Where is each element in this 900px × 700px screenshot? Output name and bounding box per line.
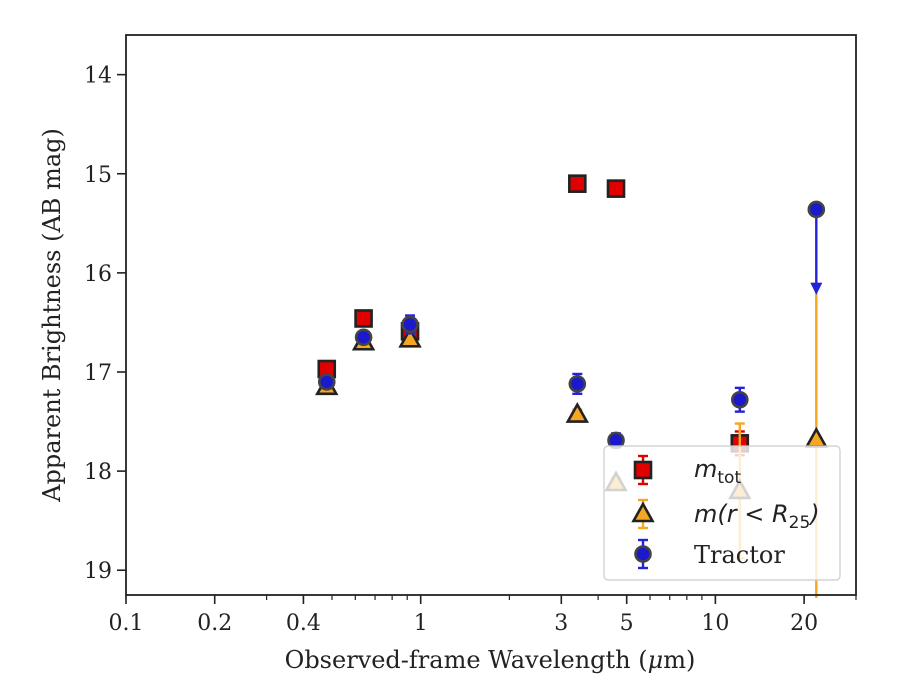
y-axis-label: Apparent Brightness (AB mag) (38, 128, 66, 503)
data-point-circle (354, 328, 373, 347)
axis-ticks: 0.1 0.2 0.4 1 3 5 10 20 14 15 16 17 18 19 (84, 64, 857, 636)
legend-entry-m-tot: mtot (633, 454, 741, 488)
data-point-square (354, 309, 373, 328)
series-square (317, 174, 750, 457)
legend-entry-tractor: Tractor (634, 538, 785, 570)
data-point-circle (807, 200, 826, 219)
legend: mtot m(r < R25) Tractor (603, 445, 841, 581)
x-tick-label: 0.2 (197, 611, 232, 636)
legend-marker-triangle (631, 498, 655, 530)
data-point-circle (317, 373, 336, 391)
legend-symbol (634, 545, 652, 563)
x-tick-label: 10 (701, 611, 729, 636)
y-tick-label: 16 (84, 262, 112, 287)
legend-entry-m-r25: m(r < R25) (631, 498, 820, 533)
data-point-circle (401, 315, 419, 334)
x-tick-label: 1 (414, 611, 428, 636)
data-point-circle (568, 375, 587, 393)
x-tick-label: 5 (620, 611, 634, 636)
legend-symbol (633, 460, 653, 480)
legend-marker-circle (634, 538, 652, 570)
y-tick-label: 18 (84, 460, 112, 485)
legend-label-tractor: Tractor (694, 541, 785, 569)
data-point-triangle (565, 401, 590, 423)
x-tick-label: 0.1 (109, 611, 144, 636)
data-point-triangle (804, 426, 829, 448)
legend-symbol (631, 501, 655, 523)
data-point-circle (730, 390, 749, 409)
x-tick-label: 20 (790, 611, 818, 636)
series-circle (317, 200, 826, 450)
y-tick-label: 15 (84, 163, 112, 188)
data-point-triangle (398, 326, 422, 348)
plot-marks (315, 174, 829, 598)
y-tick-label: 17 (84, 361, 112, 386)
data-point-square (606, 179, 626, 198)
legend-box (603, 445, 841, 581)
legend-label-m-tot: mtot (694, 455, 741, 488)
y-tick-label: 14 (84, 64, 112, 89)
data-point-square (568, 174, 587, 193)
upper-limit-arrow (810, 282, 823, 295)
x-axis-label: Observed-frame Wavelength (μm) (285, 646, 696, 674)
x-tick-label: 3 (554, 611, 568, 636)
legend-marker-square (633, 454, 653, 486)
legend-label-m-r25: m(r < R25) (694, 500, 820, 533)
x-tick-label: 0.4 (286, 611, 321, 636)
plot-frame (125, 34, 857, 596)
y-tick-label: 19 (84, 559, 112, 584)
